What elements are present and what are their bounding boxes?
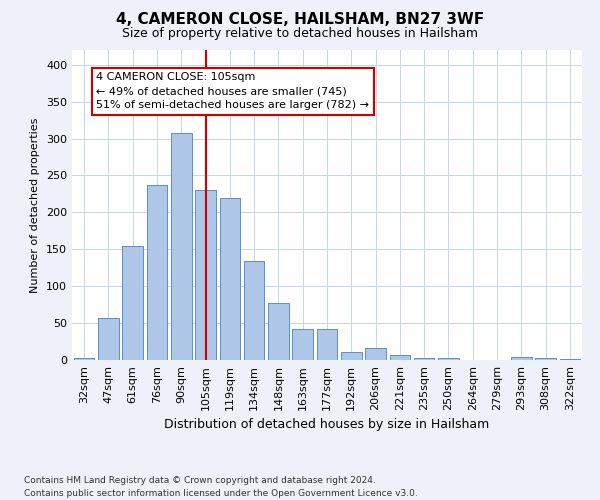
Y-axis label: Number of detached properties: Number of detached properties [31,118,40,292]
Bar [244,261,265,360]
Bar [438,358,459,360]
Bar [292,329,313,360]
Bar [341,352,362,360]
Bar [365,348,386,360]
Bar [74,358,94,360]
Text: Contains public sector information licensed under the Open Government Licence v3: Contains public sector information licen… [24,489,418,498]
Bar [268,303,289,360]
Bar [98,318,119,360]
Text: Contains HM Land Registry data © Crown copyright and database right 2024.: Contains HM Land Registry data © Crown c… [24,476,376,485]
X-axis label: Distribution of detached houses by size in Hailsham: Distribution of detached houses by size … [164,418,490,432]
Bar [560,358,580,360]
Bar [535,358,556,360]
Bar [171,134,191,360]
Bar [389,355,410,360]
Bar [511,357,532,360]
Bar [146,185,167,360]
Text: 4 CAMERON CLOSE: 105sqm
← 49% of detached houses are smaller (745)
51% of semi-d: 4 CAMERON CLOSE: 105sqm ← 49% of detache… [96,72,369,110]
Text: Size of property relative to detached houses in Hailsham: Size of property relative to detached ho… [122,28,478,40]
Bar [195,190,216,360]
Bar [414,358,434,360]
Bar [122,246,143,360]
Bar [317,329,337,360]
Text: 4, CAMERON CLOSE, HAILSHAM, BN27 3WF: 4, CAMERON CLOSE, HAILSHAM, BN27 3WF [116,12,484,28]
Bar [220,198,240,360]
